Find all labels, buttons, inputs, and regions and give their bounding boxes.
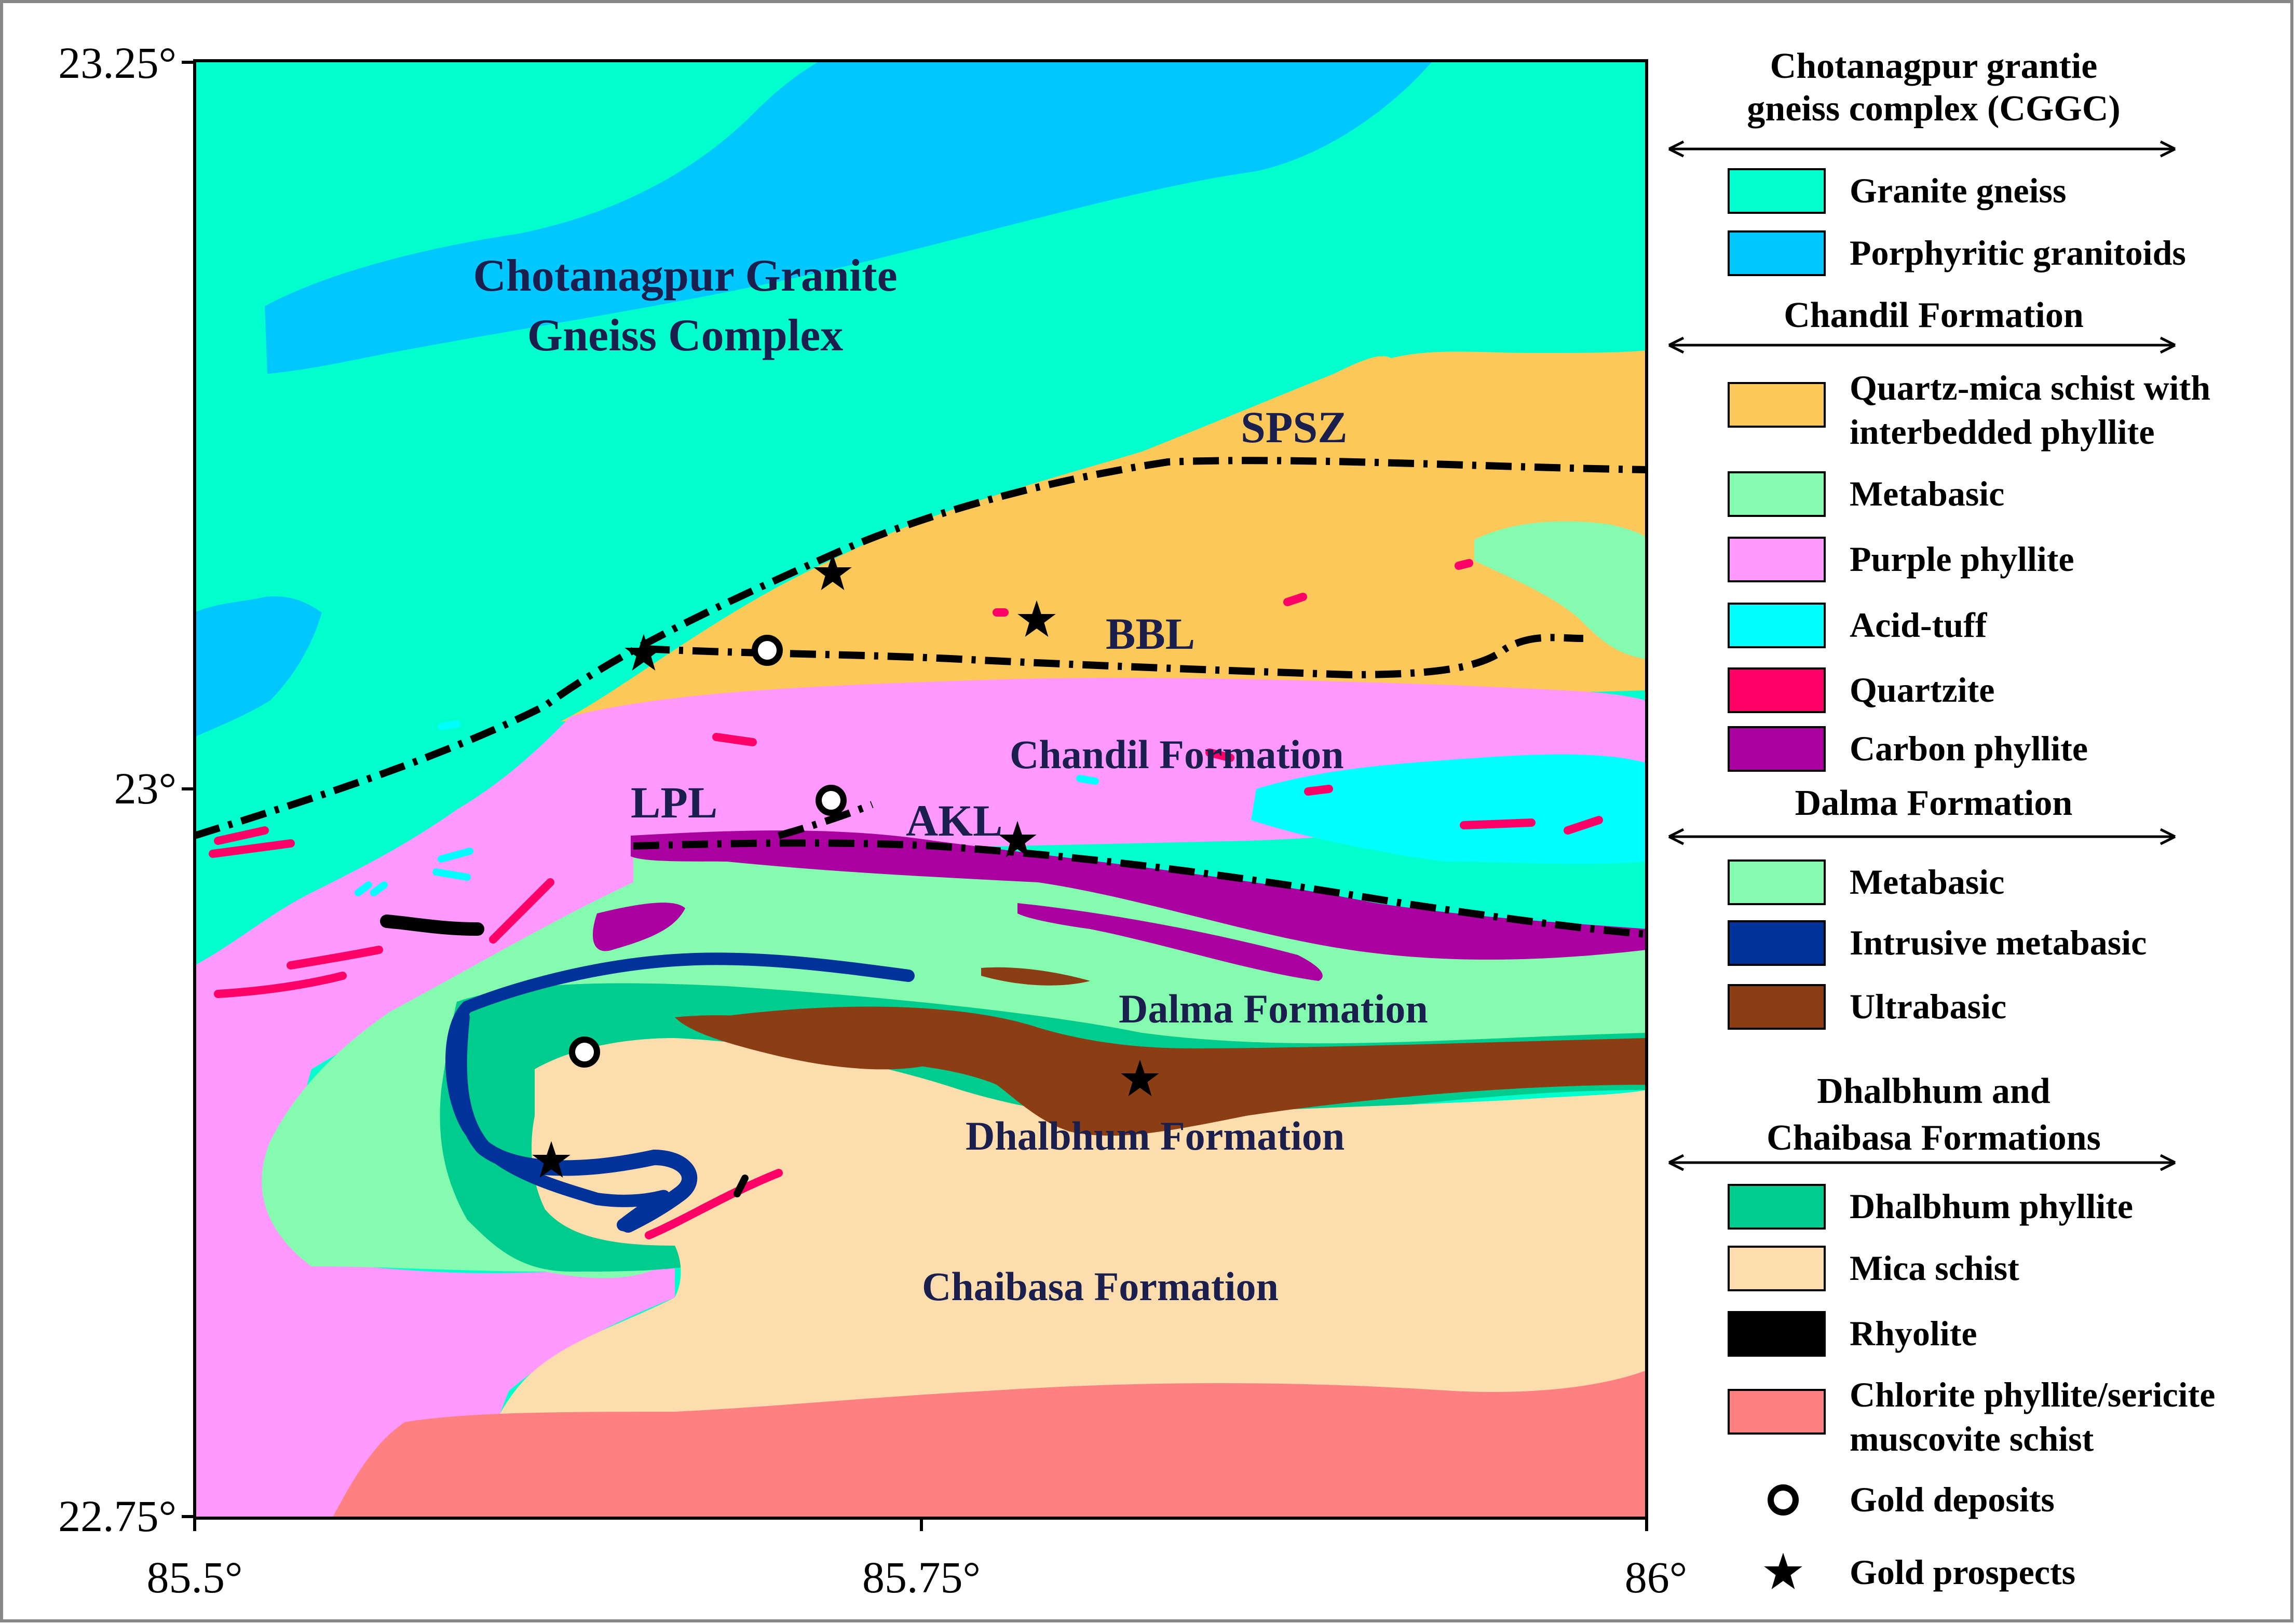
bbl-fault: [643, 634, 1584, 679]
porphyritic-granitoid-west: [195, 596, 322, 737]
legend-swatch: [1728, 667, 1826, 713]
legend-swatch: [1728, 382, 1826, 428]
chlorite-phyllite-unit: [332, 1370, 1647, 1518]
carbon-phyllite-band-3: [592, 903, 685, 951]
legend-arrow-heads: [1668, 336, 2176, 354]
purple-phyllite-unit: [195, 677, 1647, 1518]
quartzite-slivers: [209, 559, 1603, 1239]
legend-item-label: Chlorite phyllite/sericite: [1850, 1375, 2215, 1414]
chandil-metabasic-ne: [1474, 521, 1647, 659]
legend-item-label: Mica schist: [1850, 1248, 2019, 1288]
legend-gold-prospects-label: Gold prospects: [1850, 1552, 2075, 1592]
akl-fault: [633, 839, 1647, 938]
x-tick-right: 86°: [1625, 1552, 1687, 1602]
lpl-fault: [778, 801, 874, 839]
y-tick-bottom: 22.75°: [58, 1491, 176, 1541]
ultrabasic-unit: [716, 1006, 1647, 1136]
legend-group-heading-line2: Chaibasa Formations: [1767, 1118, 2101, 1158]
gold-deposit-marker[interactable]: [816, 785, 847, 816]
legend-item-label: Ultrabasic: [1850, 987, 2006, 1026]
legend-swatch: [1728, 920, 1826, 966]
legend-item-label: Purple phyllite: [1850, 539, 2074, 579]
legend-swatch: [1728, 537, 1826, 582]
legend-item-label-line2: muscovite schist: [1850, 1419, 2094, 1458]
gold-deposits: [569, 635, 847, 1068]
legend-swatch: [1728, 1389, 1826, 1435]
acid-tuff-slivers: [355, 720, 1099, 896]
porphyritic-granitoid-north: [265, 61, 1433, 374]
legend-item-label: Acid-tuff: [1850, 605, 1988, 645]
gold-deposit-marker[interactable]: [569, 1036, 600, 1068]
region-label-line2: Gneiss Complex: [527, 310, 844, 361]
acid-tuff-unit-east: [1251, 754, 1647, 864]
legend-item-label: Metabasic: [1850, 862, 2004, 902]
x-tick-left: 85.5°: [147, 1552, 243, 1602]
legend-gold-deposits-label: Gold deposits: [1850, 1480, 2055, 1519]
legend-item-label: Dhalbhum phyllite: [1850, 1186, 2133, 1226]
legend-swatch: [1728, 984, 1826, 1030]
legend-swatch: [1728, 726, 1826, 772]
akl-label: AKL: [906, 796, 1002, 845]
legend-item-label: Quartzite: [1850, 670, 1994, 709]
chaibasa-formation-label: Chaibasa Formation: [922, 1264, 1279, 1309]
bbl-label: BBL: [1106, 609, 1195, 659]
lpl-label: LPL: [631, 777, 717, 827]
dalma-formation-label: Dalma Formation: [1119, 986, 1428, 1031]
rhyolite-band: [380, 915, 484, 936]
legend-swatch: [1728, 471, 1826, 517]
legend-gold-deposit-symbol: [1768, 1484, 1799, 1516]
legend-group-heading: Chandil Formation: [1784, 295, 2084, 335]
spsz-label: SPSZ: [1241, 402, 1348, 452]
dhalbhum-formation-label: Dhalbhum Formation: [966, 1113, 1345, 1158]
legend-item-label: Quartz-mica schist with: [1850, 368, 2210, 407]
ultrabasic-lens-1: [675, 1015, 934, 1070]
region-label-line1: Chotanagpur Granite: [473, 251, 897, 301]
legend-arrow-heads: [1668, 828, 2176, 845]
map-body: Chotanagpur Granite Gneiss Complex Chand…: [195, 61, 1647, 1518]
axis-ticks: [182, 61, 1648, 1531]
legend-swatch: [1728, 1184, 1826, 1230]
legend-group-heading: Dhalbhum and: [1817, 1071, 2050, 1111]
legend-item-label: Porphyritic granitoids: [1850, 233, 2186, 272]
legend-swatch: [1728, 859, 1826, 905]
legend-arrow-heads: [1668, 140, 2176, 158]
legend-arrow-heads: [1668, 1154, 2176, 1171]
legend-item-label: Rhyolite: [1850, 1314, 1977, 1353]
legend-swatch: [1728, 1311, 1826, 1357]
legend-item-label: Metabasic: [1850, 474, 2004, 513]
legend-group-heading: Chotanagpur grantie: [1770, 46, 2098, 86]
gold-deposit-marker[interactable]: [752, 635, 783, 666]
legend-item-label: Granite gneiss: [1850, 171, 2066, 210]
legend-item-label: Carbon phyllite: [1850, 729, 2088, 768]
ultrabasic-lens-2: [981, 967, 1090, 986]
x-tick-middle: 85.75°: [862, 1552, 981, 1602]
intrusive-metabasic-hook: [451, 1009, 698, 1233]
legend-item-label: Intrusive metabasic: [1850, 923, 2147, 962]
carbon-phyllite-band-2: [1017, 903, 1323, 981]
y-tick-middle: 23°: [114, 763, 176, 813]
legend-item-label-line2: interbedded phyllite: [1850, 412, 2155, 452]
legend-swatch: [1728, 230, 1826, 276]
legend-group-heading: Dalma Formation: [1795, 783, 2073, 823]
carbon-phyllite-band: [631, 830, 1647, 960]
quartz-mica-schist-unit: [561, 350, 1647, 721]
y-tick-top: 23.25°: [58, 38, 176, 88]
legend-gold-prospect-symbol: [1764, 1552, 1802, 1589]
fault-lines: [195, 457, 1647, 938]
legend-group-heading-line2: gneiss complex (CGGC): [1747, 89, 2120, 129]
spsz-fault: [195, 457, 1647, 839]
chandil-formation-label: Chandil Formation: [1010, 732, 1344, 777]
rhyolite-lens: [734, 1175, 749, 1197]
legend-swatch: [1728, 1246, 1826, 1291]
legend-swatch: [1728, 168, 1826, 214]
legend-swatch: [1728, 603, 1826, 648]
